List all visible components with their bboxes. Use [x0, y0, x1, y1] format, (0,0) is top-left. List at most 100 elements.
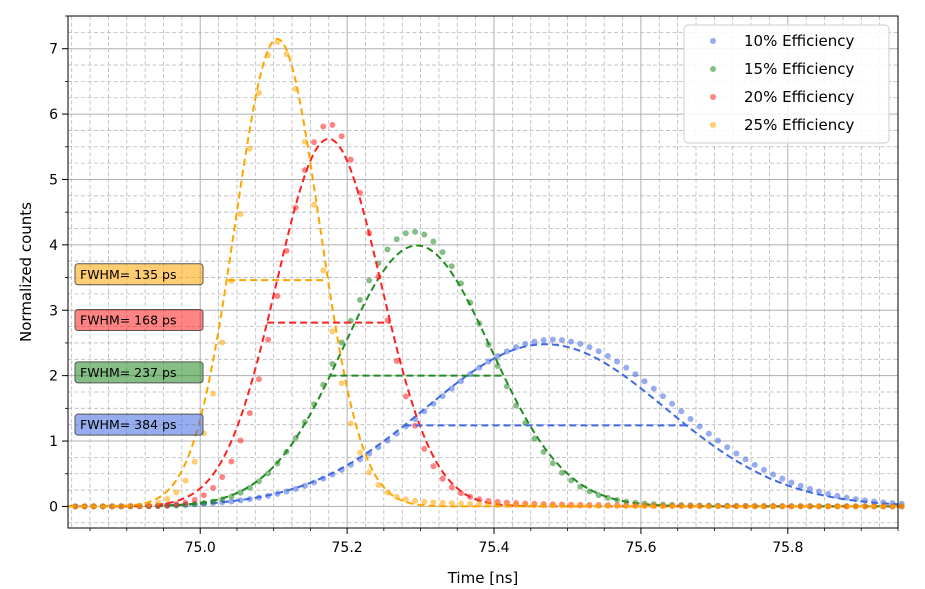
legend-label: 20% Efficiency: [744, 88, 854, 106]
data-point: [255, 89, 262, 96]
data-point: [338, 380, 345, 387]
data-point: [604, 353, 611, 360]
data-point: [210, 484, 217, 491]
data-point: [219, 339, 226, 346]
data-point: [347, 156, 354, 163]
data-point: [237, 497, 244, 504]
data-point: [467, 500, 474, 507]
data-point: [788, 479, 795, 486]
x-tick-label: 75.2: [332, 540, 363, 556]
data-point: [724, 444, 731, 451]
data-point: [356, 449, 363, 456]
data-point: [448, 500, 455, 507]
x-axis-label: Time [ns]: [447, 569, 519, 587]
data-point: [522, 502, 529, 509]
data-point: [549, 460, 556, 467]
data-point: [540, 448, 547, 455]
data-point: [320, 123, 327, 130]
legend-box: [683, 24, 890, 144]
data-point: [421, 498, 428, 505]
y-tick-label: 6: [49, 107, 58, 123]
data-point: [623, 502, 630, 509]
legend-marker: [710, 38, 716, 44]
data-point: [412, 422, 419, 429]
data-point: [228, 458, 235, 465]
data-point: [430, 463, 437, 470]
data-point: [265, 336, 272, 343]
x-tick-label: 75.8: [772, 540, 803, 556]
data-point: [154, 499, 161, 506]
data-point: [274, 39, 281, 46]
fwhm-label: FWHM= 135 ps: [80, 267, 176, 282]
data-point: [191, 458, 198, 465]
data-point: [577, 340, 584, 347]
data-point: [366, 277, 373, 284]
data-point: [678, 503, 685, 510]
data-point: [430, 499, 437, 506]
y-axis-label: Normalized counts: [17, 202, 35, 342]
data-point: [237, 211, 244, 218]
data-point: [797, 503, 804, 510]
data-point: [366, 469, 373, 476]
data-point: [384, 246, 391, 253]
data-point: [742, 503, 749, 510]
data-point: [503, 348, 510, 355]
data-point: [439, 499, 446, 506]
data-point: [623, 364, 630, 371]
data-point: [522, 340, 529, 347]
y-tick-label: 7: [49, 42, 58, 58]
data-point: [825, 490, 832, 497]
fwhm-box: [74, 309, 204, 332]
y-tick-label: 5: [49, 172, 58, 188]
fit-curve: [68, 37, 898, 508]
data-point: [182, 499, 189, 506]
data-point: [439, 393, 446, 400]
data-point: [448, 263, 455, 270]
data-point: [329, 328, 336, 335]
data-point: [72, 503, 79, 510]
data-point: [641, 503, 648, 510]
data-point: [558, 337, 565, 344]
data-point: [494, 353, 501, 360]
y-tick-label: 4: [49, 238, 58, 254]
data-point: [503, 383, 510, 390]
data-point: [751, 503, 758, 510]
fwhm-box: [74, 413, 204, 436]
data-point: [614, 358, 621, 365]
data-point: [274, 293, 281, 300]
data-point: [164, 496, 171, 503]
data-point: [751, 461, 758, 468]
data-point: [779, 475, 786, 482]
fwhm-box: [74, 263, 204, 286]
fwhm-label: FWHM= 168 ps: [80, 313, 176, 328]
data-point: [421, 231, 428, 238]
fwhm-box: [74, 361, 204, 384]
legend-label: 15% Efficiency: [744, 60, 854, 78]
data-point: [118, 503, 125, 510]
data-point: [669, 400, 676, 407]
data-point: [237, 437, 244, 444]
data-point: [393, 357, 400, 364]
data-point: [311, 139, 318, 146]
fwhm-annotations: FWHM= 384 ps FWHM= 237 ps FWHM= 168 ps FWHM…: [74, 263, 687, 436]
data-point: [457, 500, 464, 507]
data-point: [292, 485, 299, 492]
data-point: [806, 503, 813, 510]
data-point: [448, 484, 455, 491]
data-point: [760, 466, 767, 473]
axis-ticks: 75.0 75.2 75.4 75.6 75.8 0 1 2 3 4 5 6 7: [49, 15, 899, 556]
legend: 10% Efficiency 15% Efficiency 20% Efficien…: [683, 24, 890, 144]
data-point: [356, 296, 363, 303]
x-tick-label: 75.6: [625, 540, 656, 556]
data-point: [705, 430, 712, 437]
data-point: [228, 498, 235, 505]
data-point: [687, 416, 694, 422]
data-point: [715, 437, 722, 444]
data-point: [402, 393, 409, 400]
legend-marker: [710, 94, 716, 100]
y-tick-label: 2: [49, 369, 58, 385]
data-point: [347, 420, 354, 427]
fwhm-label: FWHM= 237 ps: [80, 365, 176, 380]
data-point: [255, 478, 262, 485]
data-point: [641, 378, 648, 385]
